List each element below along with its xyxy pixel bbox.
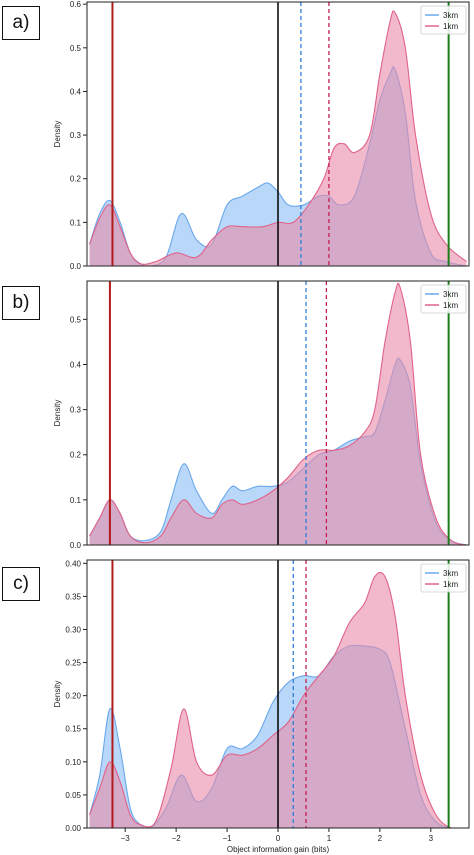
panel-b-ytick-label: 0.5 xyxy=(70,315,82,324)
panel-a-ytick-label: 0.3 xyxy=(70,131,82,140)
panel-b-data-area xyxy=(89,281,467,545)
panel-c-ytick-label: 0.25 xyxy=(65,659,81,668)
panel-c-legend-box xyxy=(420,563,467,593)
panel-a-data-area xyxy=(89,2,467,266)
panel-a-series-1km-area xyxy=(89,11,467,266)
panel-b-series-1km-line xyxy=(89,282,467,545)
panel-c-xtick-label: −1 xyxy=(223,834,233,843)
panel-a-legend-label-3km: 3km xyxy=(443,11,458,20)
panel-c-plot: 0.00 0.05 0.10 0.15 0.20 0.25 0.30 0.35 0.40 Dens… xyxy=(53,559,470,854)
panel-c-ytick-label: 0.20 xyxy=(65,692,81,701)
panel-c-xtick-label: 0 xyxy=(276,834,281,843)
panel-c-ytick-label: 0.00 xyxy=(65,824,81,833)
panel-b-series-1km-area xyxy=(89,283,467,545)
panel-b-ytick-label: 0.3 xyxy=(70,406,82,415)
panel-b-ytick-label: 0.1 xyxy=(70,496,82,505)
panel-c-series-1km-line xyxy=(89,571,467,828)
panel-c-ytick-label: 0.15 xyxy=(65,725,81,734)
panel-label-a: a) xyxy=(2,6,40,40)
panel-b-legend-label-1km: 1km xyxy=(443,301,458,310)
panel-c-data-area xyxy=(89,560,467,828)
panel-a-ytick-label: 0.4 xyxy=(70,87,82,96)
panel-a-legend-box xyxy=(420,5,467,35)
panel-a-ytick-label: 0.2 xyxy=(70,175,82,184)
panel-c-legend-label-1km: 1km xyxy=(443,580,458,589)
panel-c-x-axis-label: Object information gain (bits) xyxy=(227,845,330,854)
panel-c-xtick-label: −3 xyxy=(121,834,131,843)
panel-c-xtick-label: 3 xyxy=(429,834,434,843)
panel-a-ytick-label: 0.5 xyxy=(70,44,82,53)
panel-a-axes-frame xyxy=(86,1,470,267)
panel-c-xtick-label: −2 xyxy=(172,834,182,843)
panel-a-y-axis-label: Density xyxy=(53,121,62,148)
panel-b-ytick-label: 0.2 xyxy=(70,451,82,460)
panel-c-ytick-label: 0.10 xyxy=(65,758,81,767)
panel-b-y-axis-label: Density xyxy=(53,400,62,427)
panel-b-axes-frame xyxy=(86,280,470,546)
panel-b-ytick-label: 0.0 xyxy=(70,541,82,550)
panel-label-b: b) xyxy=(2,286,40,320)
panel-a-ytick-label: 0.1 xyxy=(70,218,82,227)
panel-c-ytick-label: 0.35 xyxy=(65,592,81,601)
panel-c-ytick-label: 0.05 xyxy=(65,791,81,800)
panel-a-ytick-label: 0.0 xyxy=(70,262,82,271)
panel-a-legend-label-1km: 1km xyxy=(443,22,458,31)
panel-b-legend-label-3km: 3km xyxy=(443,290,458,299)
panel-c-ytick-label: 0.30 xyxy=(65,625,81,634)
panel-c-xtick-label: 1 xyxy=(327,834,332,843)
panel-c-xtick-label: 2 xyxy=(378,834,383,843)
panel-c-legend-label-3km: 3km xyxy=(443,569,458,578)
panel-b-ytick-label: 0.4 xyxy=(70,360,82,369)
panel-c-series-1km-area xyxy=(89,572,467,828)
panel-a-series-1km-line xyxy=(89,10,467,265)
panel-a-ytick-label: 0.6 xyxy=(70,0,82,9)
panel-b-legend-box xyxy=(420,284,467,314)
panel-c-y-axis-label: Density xyxy=(53,681,62,708)
panel-label-c: c) xyxy=(2,567,40,601)
panel-c-ytick-label: 0.40 xyxy=(65,559,81,568)
